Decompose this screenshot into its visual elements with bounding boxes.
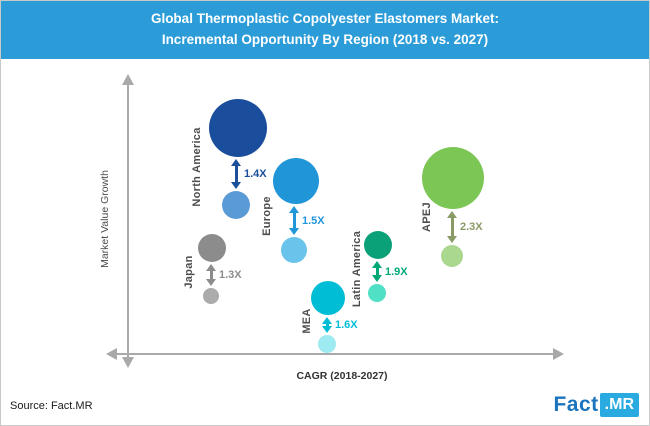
arrow-head-down-icon [322,326,332,333]
multiplier-label-latin-america: 1.9X [385,265,408,278]
arrow-head-down-icon [231,182,241,189]
growth-arrow-europe [289,206,299,235]
multiplier-label-north-america: 1.4X [244,168,267,180]
region-label-apej: APEJ [421,202,433,232]
factmr-logo: Fact .MR [553,393,639,417]
bubble-2018-north-america [222,191,250,219]
arrow-head-up-icon [372,261,382,268]
source-note: Source: Fact.MR [10,400,93,412]
arrow-head-up-icon [322,317,332,324]
y-axis-arrow-down-icon [122,357,134,368]
bubble-2027-apej [422,147,484,209]
multiplier-label-europe: 1.5X [302,214,325,227]
bubble-2027-latin-america [364,231,392,259]
x-axis-label: CAGR (2018-2027) [296,370,388,382]
arrow-head-down-icon [289,228,299,235]
chart-title-line1: Global Thermoplastic Copolyester Elastom… [150,11,500,27]
arrow-head-down-icon [447,236,457,243]
x-axis-arrow-right-icon [553,348,564,360]
chart-title-banner: Global Thermoplastic Copolyester Elastom… [1,1,649,59]
region-label-europe: Europe [261,195,273,236]
x-axis-arrow-left-icon [106,348,117,360]
multiplier-label-apej: 2.3X [460,221,483,233]
growth-arrow-apej [447,211,457,243]
arrow-head-up-icon [231,159,241,166]
arrow-shaft [234,164,238,184]
bubble-2027-japan [198,234,226,262]
arrow-shaft [209,269,213,281]
y-axis-line [127,85,129,357]
bubble-2027-europe [273,158,319,204]
bubble-2018-japan [203,288,219,304]
growth-arrow-north-america [231,159,241,189]
arrow-head-down-icon [206,279,216,286]
bubble-2027-mea [311,281,345,315]
x-axis-line [117,353,553,355]
arrow-head-up-icon [289,206,299,213]
bubble-2018-mea [318,335,336,353]
bubble-2027-north-america [209,99,267,157]
bubble-2018-apej [441,245,463,267]
arrow-head-up-icon [206,264,216,271]
y-axis-arrow-up-icon [122,74,134,85]
logo-badge-mr: .MR [599,393,639,417]
growth-arrow-mea [322,317,332,333]
region-label-japan: Japan [183,255,195,289]
region-label-latin-america: Latin America [351,230,363,308]
arrow-shaft [375,266,379,277]
arrow-shaft [325,322,329,328]
arrow-shaft [450,216,454,238]
arrow-shaft [292,211,296,230]
growth-arrow-latin-america [372,261,382,282]
region-label-north-america: North America [191,126,203,207]
multiplier-label-mea: 1.6X [335,319,358,331]
multiplier-label-japan: 1.3X [219,269,242,281]
arrow-head-down-icon [372,275,382,282]
region-label-mea: MEA [301,308,313,334]
chart-title-line2: Incremental Opportunity By Region (2018 … [161,32,489,47]
bubble-2018-europe [281,237,307,263]
arrow-head-up-icon [447,211,457,218]
bubble-2018-latin-america [368,284,386,302]
logo-text-fact: Fact [553,393,599,416]
growth-arrow-japan [206,264,216,286]
